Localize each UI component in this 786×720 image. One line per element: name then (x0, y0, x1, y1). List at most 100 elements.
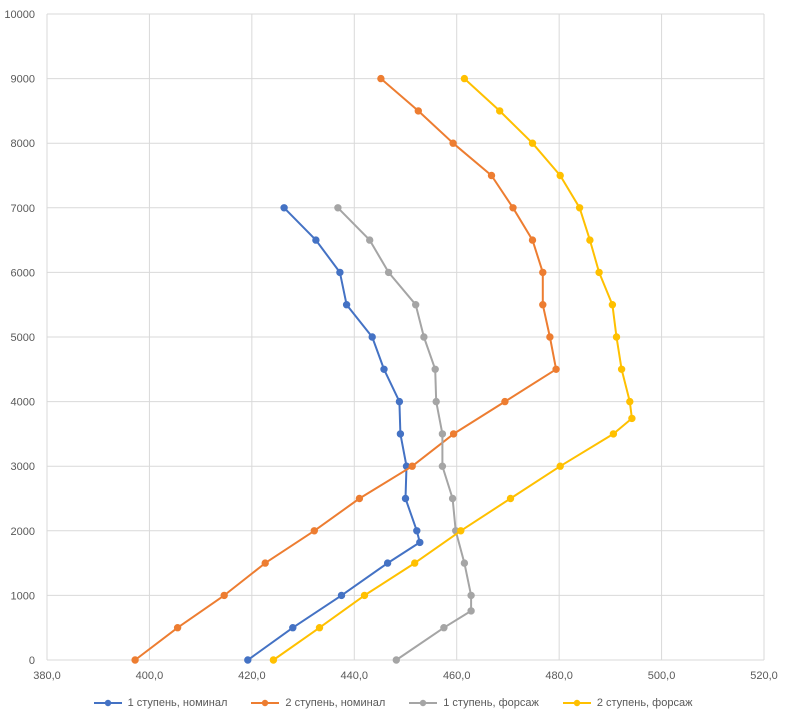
data-point (457, 527, 465, 535)
legend-label: 1 ступень, форсаж (443, 697, 539, 709)
series-2 (131, 74, 560, 664)
data-point (355, 494, 364, 503)
data-point (420, 333, 428, 341)
data-point (496, 107, 504, 115)
data-point (449, 139, 457, 147)
y-tick-label: 2000 (11, 526, 35, 538)
data-point (556, 171, 564, 180)
data-point (315, 624, 324, 632)
series-line (337, 207, 473, 661)
data-point (413, 527, 421, 535)
data-point (131, 656, 139, 664)
data-point (310, 527, 318, 535)
gridlines (46, 13, 765, 661)
data-point (280, 204, 288, 212)
data-point (312, 236, 320, 244)
legend-marker-icon (562, 699, 591, 707)
y-tick-label: 5000 (11, 332, 35, 344)
legend-marker-icon (93, 699, 122, 707)
data-point (501, 397, 509, 406)
data-point (509, 204, 517, 212)
data-point (539, 268, 547, 277)
series-line (134, 77, 558, 661)
y-tick-label: 9000 (11, 74, 35, 86)
legend-item: 1 ступень, номинал (93, 697, 227, 709)
y-tick-label: 1000 (11, 590, 35, 602)
data-point (384, 268, 393, 277)
y-tick-label: 4000 (11, 397, 35, 409)
data-point (612, 333, 621, 341)
series-1 (244, 204, 424, 664)
legend-item: 2 ступень, форсаж (562, 697, 693, 709)
data-point (595, 268, 603, 277)
x-tick-label: 480,0 (545, 670, 573, 682)
data-point (448, 494, 457, 503)
y-axis-ticks: 0 1000 2000 3000 4000 5000 6000 7000 8000 9000 100… (4, 9, 35, 667)
x-tick-label: 500,0 (648, 670, 676, 682)
data-point (269, 656, 278, 664)
data-point (414, 107, 422, 115)
data-point (608, 301, 617, 309)
series-line (247, 207, 421, 661)
data-point (440, 624, 448, 632)
data-point (617, 365, 626, 373)
data-point (261, 559, 269, 567)
data-point (412, 301, 420, 309)
data-point (383, 559, 392, 567)
x-tick-label: 420,0 (238, 670, 266, 682)
x-tick-label: 460,0 (443, 670, 471, 682)
data-point (460, 74, 469, 83)
data-point (244, 656, 252, 664)
data-point (173, 624, 182, 632)
data-point (467, 591, 475, 600)
data-point (586, 236, 594, 244)
legend: 1 ступень, номинал 2 ступень, номинал 1 ст… (0, 692, 786, 714)
data-point (220, 591, 228, 600)
x-tick-label: 400,0 (136, 670, 164, 682)
legend-item: 2 ступень, номинал (251, 697, 385, 709)
data-point (395, 397, 404, 406)
series-line (272, 77, 633, 661)
legend-label: 2 ступень, номинал (285, 697, 386, 709)
data-point (487, 171, 496, 180)
data-point (609, 430, 618, 438)
chart-canvas: 380,0 400,0 420,0 440,0 460,0 480,0 500,0 520,0… (4, 9, 778, 682)
data-point (366, 236, 374, 244)
data-point (449, 430, 458, 438)
y-tick-label: 3000 (11, 461, 35, 473)
data-point (506, 494, 515, 503)
data-point (432, 397, 440, 406)
data-point (628, 414, 636, 423)
data-point (289, 624, 297, 632)
x-tick-label: 520,0 (750, 670, 778, 682)
data-point (546, 333, 554, 341)
data-point (467, 607, 475, 615)
data-point (575, 204, 584, 212)
x-axis-ticks: 380,0 400,0 420,0 440,0 460,0 480,0 500,0 520,0 (33, 670, 778, 682)
y-tick-label: 8000 (11, 138, 35, 150)
legend-item: 1 ступень, форсаж (409, 697, 539, 709)
data-point (438, 430, 447, 438)
data-point (408, 462, 416, 470)
data-point (377, 74, 385, 83)
data-point (368, 333, 376, 341)
data-point (528, 139, 537, 147)
data-point (431, 365, 439, 373)
y-tick-label: 6000 (11, 267, 35, 279)
data-point (337, 591, 346, 600)
data-point (626, 397, 634, 406)
legend-label: 2 ступень, форсаж (596, 697, 693, 709)
data-point (334, 204, 342, 212)
x-tick-label: 380,0 (33, 670, 61, 682)
data-point (460, 559, 469, 567)
data-point (411, 559, 419, 567)
legend-marker-icon (409, 699, 438, 707)
data-point (528, 236, 537, 244)
series-layer (131, 74, 636, 664)
data-point (416, 538, 424, 547)
data-point (380, 365, 388, 373)
legend-marker-icon (251, 699, 280, 707)
data-point (360, 591, 369, 600)
data-point (342, 301, 351, 309)
x-tick-label: 440,0 (341, 670, 369, 682)
